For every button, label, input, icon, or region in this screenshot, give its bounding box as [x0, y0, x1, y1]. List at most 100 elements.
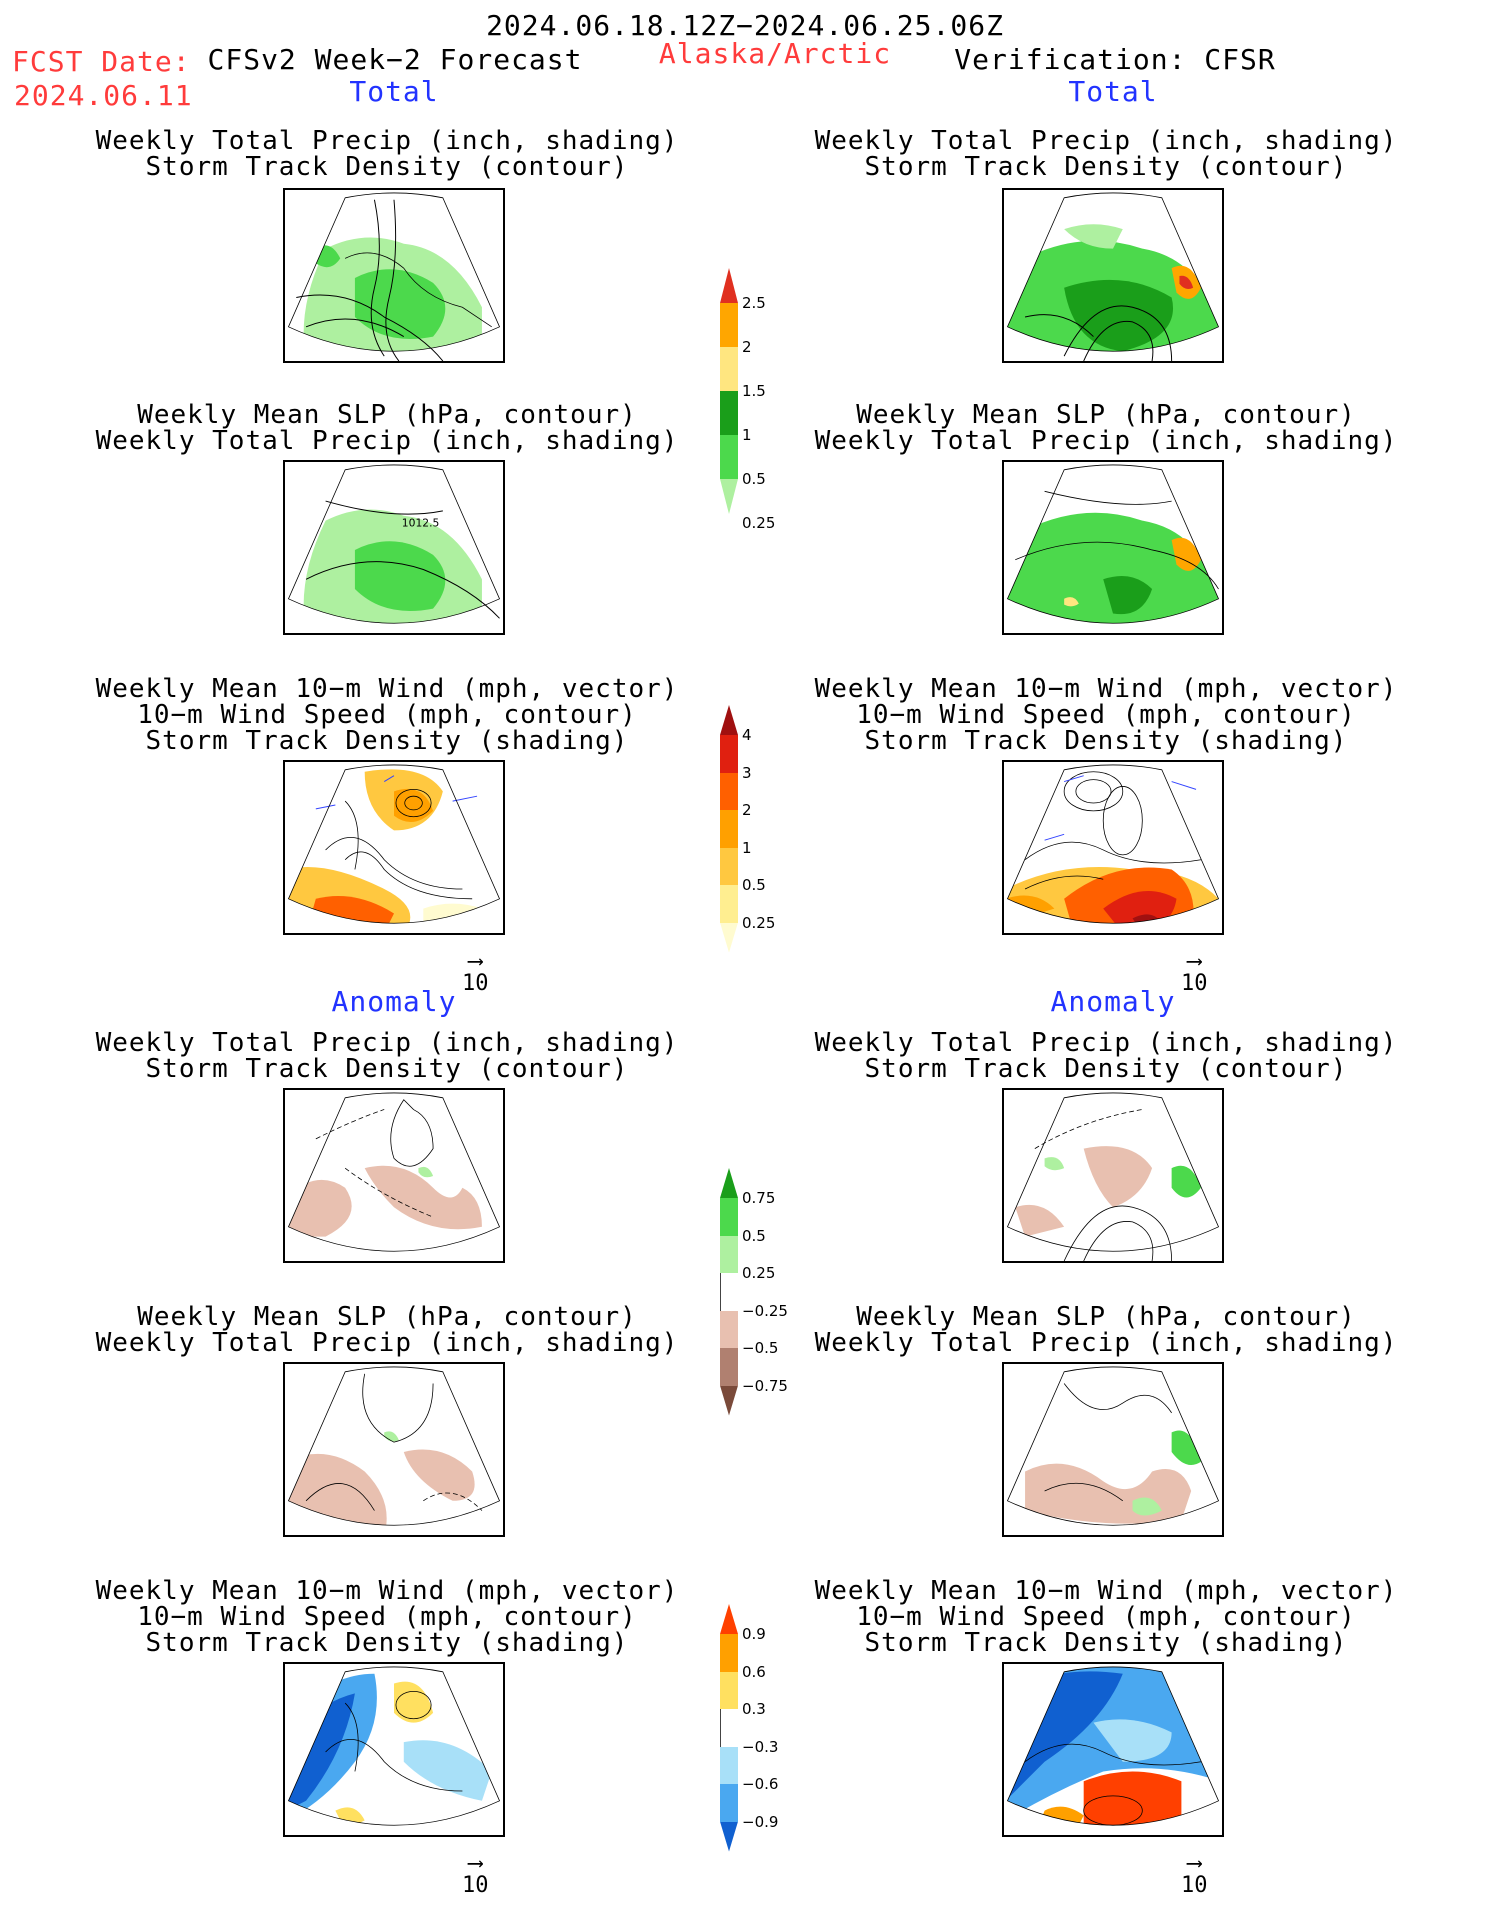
map-svg: [287, 1092, 501, 1252]
map-svg: [287, 764, 501, 924]
vector-scale-value: 10: [1181, 1873, 1208, 1898]
colorbar-tick-label: 1: [742, 425, 752, 444]
contour-label: 1012.5: [402, 516, 440, 529]
title-line: 10−m Wind Speed (mph, contour): [137, 1602, 637, 1632]
title-line: Weekly Total Precip (inch, shading): [814, 1328, 1398, 1358]
colorbar-total-precip: 2.5 2 1.5 1 0.5 0.25: [720, 268, 820, 558]
title-line: Weekly Mean 10−m Wind (mph, vector): [814, 1576, 1398, 1606]
colorbar-segment: [720, 1198, 738, 1236]
vector-scale-anom-right: ⟶ 10: [1181, 1851, 1208, 1899]
arrow-right-icon: ⟶: [468, 1851, 482, 1876]
colorbar-segment: [720, 1168, 738, 1198]
map-anom-precip-storm-cfsr: [1002, 1088, 1224, 1263]
title-line: Storm Track Density (contour): [864, 152, 1348, 182]
title-line: Storm Track Density (shading): [145, 1628, 629, 1658]
title-line: Weekly Total Precip (inch, shading): [814, 126, 1398, 156]
title-line: Weekly Mean 10−m Wind (mph, vector): [814, 674, 1398, 704]
colorbar-segment: [720, 1821, 738, 1852]
fcst-date-label: FCST Date:: [12, 45, 191, 78]
title-line: Storm Track Density (contour): [145, 152, 629, 182]
colorbar-segment: [720, 847, 738, 885]
map-total-wind-storm-cfsv2: [283, 760, 505, 935]
map-svg: [1006, 764, 1220, 924]
title-precip-storm-total-right: Weekly Total Precip (inch, shading) Stor…: [815, 128, 1398, 180]
colorbar-segment: [720, 772, 738, 810]
map-svg: [287, 1366, 501, 1526]
colorbar-tick-label: 0.3: [742, 1700, 766, 1718]
title-wind-storm-total-left: Weekly Mean 10−m Wind (mph, vector) 10−m…: [96, 676, 679, 754]
colorbar-tick-label: −0.3: [742, 1737, 779, 1756]
colorbar-segment: [720, 1310, 738, 1348]
map-anom-slp-precip-cfsr: [1002, 1362, 1224, 1537]
colorbar-segment: [720, 1784, 738, 1822]
colorbar-segment: [720, 1235, 738, 1273]
map-anom-wind-storm-cfsv2: [283, 1662, 505, 1837]
date-range-title: 2024.06.18.12Z−2024.06.25.06Z: [486, 9, 1004, 42]
colorbar-anom-precip: 0.75 0.5 0.25 −0.25 −0.5 −0.75: [720, 1168, 820, 1453]
colorbar-segment: [720, 810, 738, 848]
colorbar-segment: [720, 303, 738, 348]
arrow-right-icon: ⟶: [1187, 949, 1201, 974]
colorbar-segment: [720, 478, 738, 515]
map-svg: [1006, 464, 1220, 624]
colorbar-tick-label: 0.5: [742, 876, 766, 894]
map-total-wind-storm-cfsr: [1002, 760, 1224, 935]
map-svg: [287, 192, 501, 361]
colorbar-tick-label: 2: [742, 801, 752, 819]
vector-scale-value: 10: [462, 1873, 489, 1898]
colorbar-segment: [720, 1634, 738, 1672]
vector-scale-total-right: ⟶ 10: [1181, 949, 1208, 997]
colorbar-segment: [720, 434, 738, 479]
title-line: 10−m Wind Speed (mph, contour): [856, 700, 1356, 730]
arrow-right-icon: ⟶: [1187, 1851, 1201, 1876]
title-line: Weekly Mean SLP (hPa, contour): [137, 1302, 637, 1332]
map-anom-precip-storm-cfsv2: [283, 1088, 505, 1263]
title-line: Storm Track Density (shading): [864, 726, 1348, 756]
title-line: Storm Track Density (contour): [864, 1054, 1348, 1084]
region-title: Alaska/Arctic: [658, 37, 892, 70]
total-label-right: Total: [1068, 75, 1158, 108]
fcst-date-value: 2024.06.11: [14, 79, 193, 112]
map-svg: [287, 1666, 501, 1826]
title-line: Weekly Total Precip (inch, shading): [814, 426, 1398, 456]
colorbar-tick-label: −0.75: [742, 1376, 788, 1395]
title-line: Weekly Total Precip (inch, shading): [95, 426, 679, 456]
colorbar-segment: [720, 1746, 738, 1784]
colorbar-tick-label: 1: [742, 838, 752, 857]
colorbar-tick-label: 0.9: [742, 1625, 766, 1643]
colorbar-tick-label: −0.5: [742, 1339, 779, 1357]
title-line: Weekly Mean SLP (hPa, contour): [856, 1302, 1356, 1332]
title-line: Storm Track Density (shading): [145, 726, 629, 756]
title-precip-storm-total-left: Weekly Total Precip (inch, shading) Stor…: [96, 128, 679, 180]
colorbar-tick-label: 0.25: [742, 513, 776, 532]
colorbar-segment: [720, 922, 738, 953]
title-line: Weekly Mean 10−m Wind (mph, vector): [95, 1576, 679, 1606]
anomaly-label-right: Anomaly: [1050, 985, 1176, 1018]
map-total-precip-storm-cfsr: [1002, 188, 1224, 363]
vector-scale-anom-left: ⟶ 10: [462, 1851, 489, 1899]
colorbar-tick-label: 0.5: [742, 1226, 766, 1245]
title-line: 10−m Wind Speed (mph, contour): [856, 1602, 1356, 1632]
vector-scale-value: 10: [1181, 971, 1208, 996]
map-total-precip-storm-cfsv2: [283, 188, 505, 363]
colorbar-segment: [720, 1348, 738, 1386]
title-line: Weekly Total Precip (inch, shading): [95, 1328, 679, 1358]
colorbar-tick-label: 4: [742, 726, 752, 744]
title-line: Weekly Mean SLP (hPa, contour): [856, 400, 1356, 430]
colorbar-segment: [720, 391, 738, 435]
title-precip-storm-anom-left: Weekly Total Precip (inch, shading) Stor…: [96, 1030, 679, 1082]
colorbar-tick-label: 0.6: [742, 1662, 766, 1681]
colorbar-tick-label: 2: [742, 338, 752, 357]
title-wind-storm-anom-left: Weekly Mean 10−m Wind (mph, vector) 10−m…: [96, 1578, 679, 1656]
title-line: Weekly Mean SLP (hPa, contour): [137, 400, 637, 430]
title-slp-precip-anom-right: Weekly Mean SLP (hPa, contour) Weekly To…: [815, 1304, 1398, 1356]
map-svg: [1006, 192, 1220, 361]
title-wind-storm-total-right: Weekly Mean 10−m Wind (mph, vector) 10−m…: [815, 676, 1398, 754]
colorbar-tick-label: −0.25: [742, 1301, 788, 1320]
colorbar-tick-label: 0.5: [742, 469, 766, 488]
colorbar-segment: [720, 347, 738, 392]
colorbar-tick-label: 0.75: [742, 1189, 776, 1207]
title-slp-precip-anom-left: Weekly Mean SLP (hPa, contour) Weekly To…: [96, 1304, 679, 1356]
map-anom-wind-storm-cfsr: [1002, 1662, 1224, 1837]
colorbar-tick-label: 0.25: [742, 913, 776, 932]
